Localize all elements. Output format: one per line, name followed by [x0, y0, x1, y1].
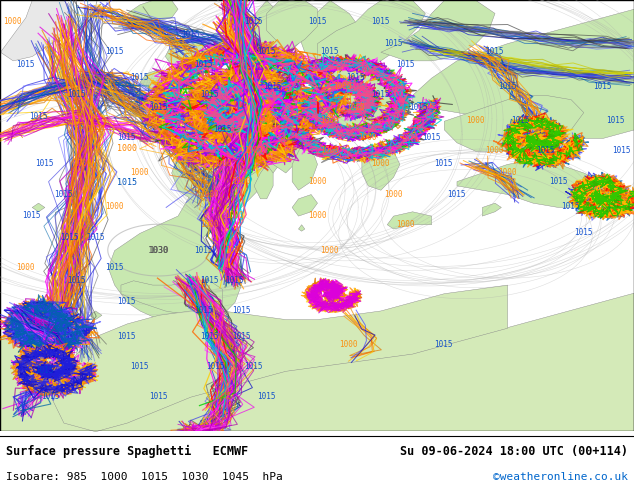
Text: 1045: 1045 [212, 392, 231, 401]
Text: 1015: 1015 [35, 159, 54, 169]
Text: 1000: 1000 [320, 116, 339, 125]
Text: 1000: 1000 [16, 263, 35, 272]
Text: 1000: 1000 [346, 103, 365, 112]
Text: 1015: 1015 [384, 39, 403, 48]
Text: 1015: 1015 [60, 233, 79, 242]
Text: 1015: 1015 [263, 82, 282, 91]
Text: 1000: 1000 [320, 147, 339, 155]
Text: 1000: 1000 [212, 159, 231, 169]
Text: 1015: 1015 [536, 147, 555, 155]
Text: 1015: 1015 [605, 116, 624, 125]
Text: 1000: 1000 [86, 125, 105, 134]
Text: 1015: 1015 [231, 332, 250, 341]
Text: 1000: 1000 [307, 176, 327, 186]
Text: 1000: 1000 [225, 211, 244, 220]
Text: 1015: 1015 [422, 133, 441, 143]
Text: 1000: 1000 [320, 245, 339, 255]
Text: 1015: 1015 [548, 176, 567, 186]
Text: Su 09-06-2024 18:00 UTC (00+114): Su 09-06-2024 18:00 UTC (00+114) [399, 445, 628, 458]
Text: 1015: 1015 [307, 17, 327, 26]
Text: 1015: 1015 [193, 60, 212, 69]
Text: 1015: 1015 [409, 103, 428, 112]
Text: 1000: 1000 [371, 159, 390, 169]
Text: 1015: 1015 [105, 263, 124, 272]
Text: Surface pressure Spaghetti   ECMWF: Surface pressure Spaghetti ECMWF [6, 445, 249, 458]
Text: 1015: 1015 [257, 47, 276, 56]
Text: 1015: 1015 [320, 47, 339, 56]
Text: 1015: 1015 [149, 392, 168, 401]
Text: Isobare: 985  1000  1015  1030  1045  hPa: Isobare: 985 1000 1015 1030 1045 hPa [6, 472, 283, 482]
Text: 1015: 1015 [16, 60, 35, 69]
Text: 1015: 1015 [593, 82, 612, 91]
Text: 1000: 1000 [225, 245, 244, 255]
Text: 1015: 1015 [29, 112, 48, 121]
Text: 1015: 1015 [117, 178, 137, 187]
Text: 1015: 1015 [257, 392, 276, 401]
Text: 1015: 1015 [200, 90, 219, 99]
Text: 1015: 1015 [200, 276, 219, 285]
Text: 1015: 1015 [117, 332, 136, 341]
Text: 1000: 1000 [200, 220, 219, 229]
Text: 1000: 1000 [333, 82, 352, 91]
Text: 1015: 1015 [22, 211, 41, 220]
Text: 1015: 1015 [54, 190, 73, 198]
Text: 1015: 1015 [67, 90, 86, 99]
Text: 1015: 1015 [206, 362, 225, 371]
Text: 1000: 1000 [231, 176, 250, 186]
Text: 1015: 1015 [130, 73, 149, 82]
Text: 1015: 1015 [67, 276, 86, 285]
Text: 1000: 1000 [105, 202, 124, 212]
Text: 1015: 1015 [225, 276, 244, 285]
Text: 1015: 1015 [612, 147, 631, 155]
Text: 1015: 1015 [561, 202, 580, 212]
Text: 1015: 1015 [510, 116, 529, 125]
Text: 1015: 1015 [181, 30, 200, 39]
Text: 1015: 1015 [117, 297, 136, 306]
Text: 1015: 1015 [130, 362, 149, 371]
Text: 1015: 1015 [41, 392, 60, 401]
Text: 1015: 1015 [346, 73, 365, 82]
Text: 1015: 1015 [434, 341, 453, 349]
Text: 1015: 1015 [212, 125, 231, 134]
Text: 1000: 1000 [117, 144, 137, 153]
Text: 985: 985 [31, 319, 45, 328]
Text: 1000: 1000 [307, 211, 327, 220]
Text: 1015: 1015 [371, 17, 390, 26]
Text: ©weatheronline.co.uk: ©weatheronline.co.uk [493, 472, 628, 482]
Text: 1015: 1015 [117, 133, 136, 143]
Text: 1015: 1015 [447, 190, 466, 198]
Text: 1000: 1000 [3, 17, 22, 26]
Text: 1015: 1015 [396, 60, 415, 69]
Text: 1015: 1015 [485, 47, 504, 56]
Text: 1000: 1000 [200, 190, 219, 198]
Text: 1000: 1000 [339, 341, 358, 349]
Text: 1000: 1000 [485, 147, 504, 155]
Text: 1015: 1015 [231, 306, 250, 315]
Text: 1015: 1015 [371, 90, 390, 99]
Text: 1015: 1015 [498, 82, 517, 91]
Text: 1030: 1030 [149, 245, 168, 255]
Text: 1000: 1000 [257, 116, 276, 125]
Text: 1000: 1000 [466, 116, 485, 125]
Text: 1000: 1000 [244, 147, 263, 155]
Text: 1015: 1015 [200, 332, 219, 341]
Text: 1000: 1000 [384, 190, 403, 198]
Text: 1030: 1030 [148, 245, 169, 255]
Text: 1015: 1015 [149, 103, 168, 112]
Text: 1015: 1015 [193, 306, 212, 315]
Text: 1000: 1000 [396, 220, 415, 229]
Text: 1000: 1000 [498, 168, 517, 177]
Text: 1015: 1015 [86, 233, 105, 242]
Text: 1000: 1000 [358, 133, 377, 143]
Text: 1015: 1015 [574, 228, 593, 237]
Text: 1015: 1015 [434, 159, 453, 169]
Text: 1000: 1000 [130, 168, 149, 177]
Text: 1015: 1015 [35, 367, 54, 375]
Text: 1000: 1000 [73, 159, 92, 169]
Text: 1015: 1015 [244, 17, 263, 26]
Text: 1015: 1015 [244, 362, 263, 371]
Text: 1015: 1015 [193, 245, 212, 255]
Text: 1015: 1015 [105, 47, 124, 56]
